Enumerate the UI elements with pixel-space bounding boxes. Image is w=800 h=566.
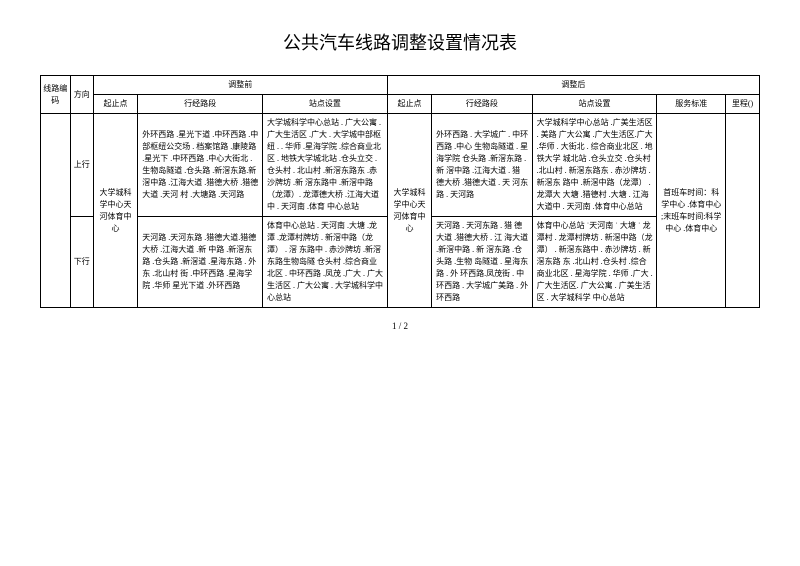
schedule-table: 线路编码 方向 调整前 调整后 起止点 行经路段 站点设置 起止点 行经路段 站…: [40, 75, 760, 308]
page-number: 1 / 2: [40, 320, 760, 334]
service-cell: 首班车时间：科学中心 .体育中心 ;末班车时间:科学中心 .体育中心: [657, 114, 726, 308]
direction-down: 下行: [70, 217, 93, 308]
header-start-end-after: 起止点: [387, 95, 431, 114]
header-after: 调整后: [387, 76, 759, 95]
header-direction: 方向: [70, 76, 93, 114]
after-up-station: 大学城科学中心总站 .广美生活区 . 美路 广大公寓 .广大生活区.广大 .华师…: [532, 114, 657, 217]
header-route-code: 线路编码: [41, 76, 71, 114]
header-start-end-before: 起止点: [93, 95, 137, 114]
before-down-route: 天河路 .天河东路 .猎德大道.猎德大桥 .江海大道 .新 中路 .新滘东路 .…: [138, 217, 263, 308]
after-up-route: 外环西路 . 大学城广 . 中环西路 .中心 生物岛隧道 . 星海学院 仓头路 …: [432, 114, 532, 217]
start-end-after: 大学城科学中心天河体育中心: [387, 114, 431, 308]
header-mileage: 里程(): [726, 95, 760, 114]
table-row: 上行 大学城科学中心天河体育中心 外环西路 .星光下道 .中环西路 .中部枢纽公…: [41, 114, 760, 217]
header-service: 服务标准: [657, 95, 726, 114]
direction-up: 上行: [70, 114, 93, 217]
after-down-route: 天河路 . 天河东路 . 猎 德大道 .猎德大桥 . 江 海大道 .新滘中路 .…: [432, 217, 532, 308]
header-route-after: 行经路段: [432, 95, 532, 114]
before-up-route: 外环西路 .星光下道 .中环西路 .中部枢纽公交场 . 档案馆路 .康陵路 .星…: [138, 114, 263, 217]
before-up-station: 大学城科学中心总站 . 广大公寓 . 广大生活区 .广大 . 大学城中部枢纽 .…: [262, 114, 387, 217]
route-code-cell: [41, 114, 71, 308]
header-station-after: 站点设置: [532, 95, 657, 114]
page-title: 公共汽车线路调整设置情况表: [40, 30, 760, 57]
header-route-before: 行经路段: [138, 95, 263, 114]
header-before: 调整前: [93, 76, 387, 95]
header-station-before: 站点设置: [262, 95, 387, 114]
start-end-before: 大学城科学中心天河体育中心: [93, 114, 137, 308]
mileage-cell: [726, 114, 760, 308]
after-down-station: 体育中心总站 ˙天河南 ˙ 大塘 ˙ 龙潭村 . 龙潭村牌坊 . 新滘中路（龙潭…: [532, 217, 657, 308]
before-down-station: 体育中心总站 . 天河南 .大塘 .龙潭 .龙潭村牌坊 . 新滘中路（龙潭） .…: [262, 217, 387, 308]
